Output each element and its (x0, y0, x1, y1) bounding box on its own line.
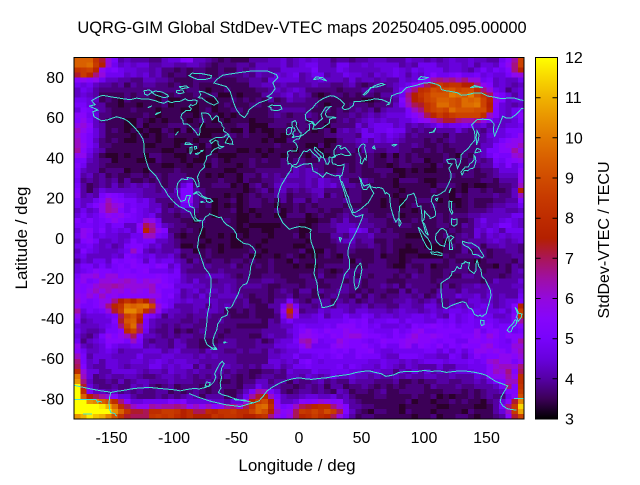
svg-text:10: 10 (565, 130, 583, 147)
svg-text:4: 4 (565, 371, 574, 388)
svg-text:-20: -20 (41, 271, 64, 288)
svg-text:20: 20 (46, 191, 64, 208)
svg-text:-40: -40 (41, 311, 64, 328)
svg-text:Longitude / deg: Longitude / deg (238, 456, 355, 475)
svg-text:-60: -60 (41, 351, 64, 368)
svg-text:0: 0 (295, 430, 304, 447)
svg-text:-80: -80 (41, 391, 64, 408)
svg-text:StdDev-VTEC / TECU: StdDev-VTEC / TECU (596, 161, 613, 318)
svg-text:3: 3 (565, 412, 574, 429)
svg-text:8: 8 (565, 211, 574, 228)
svg-text:12: 12 (565, 50, 583, 67)
svg-text:50: 50 (353, 430, 371, 447)
svg-text:7: 7 (565, 251, 574, 268)
svg-text:0: 0 (55, 231, 64, 248)
svg-text:-150: -150 (95, 430, 127, 447)
svg-text:UQRG-GIM Global StdDev-VTEC ma: UQRG-GIM Global StdDev-VTEC maps 2025040… (77, 19, 526, 37)
svg-text:Latitude / deg: Latitude / deg (12, 186, 31, 289)
svg-text:-50: -50 (225, 430, 248, 447)
svg-text:150: 150 (473, 430, 500, 447)
svg-text:100: 100 (411, 430, 438, 447)
svg-text:40: 40 (46, 150, 64, 167)
svg-text:9: 9 (565, 171, 574, 188)
svg-text:6: 6 (565, 291, 574, 308)
svg-text:80: 80 (46, 70, 64, 87)
svg-text:11: 11 (565, 90, 582, 107)
svg-text:-100: -100 (158, 430, 190, 447)
svg-text:60: 60 (46, 110, 64, 127)
svg-text:5: 5 (565, 331, 574, 348)
